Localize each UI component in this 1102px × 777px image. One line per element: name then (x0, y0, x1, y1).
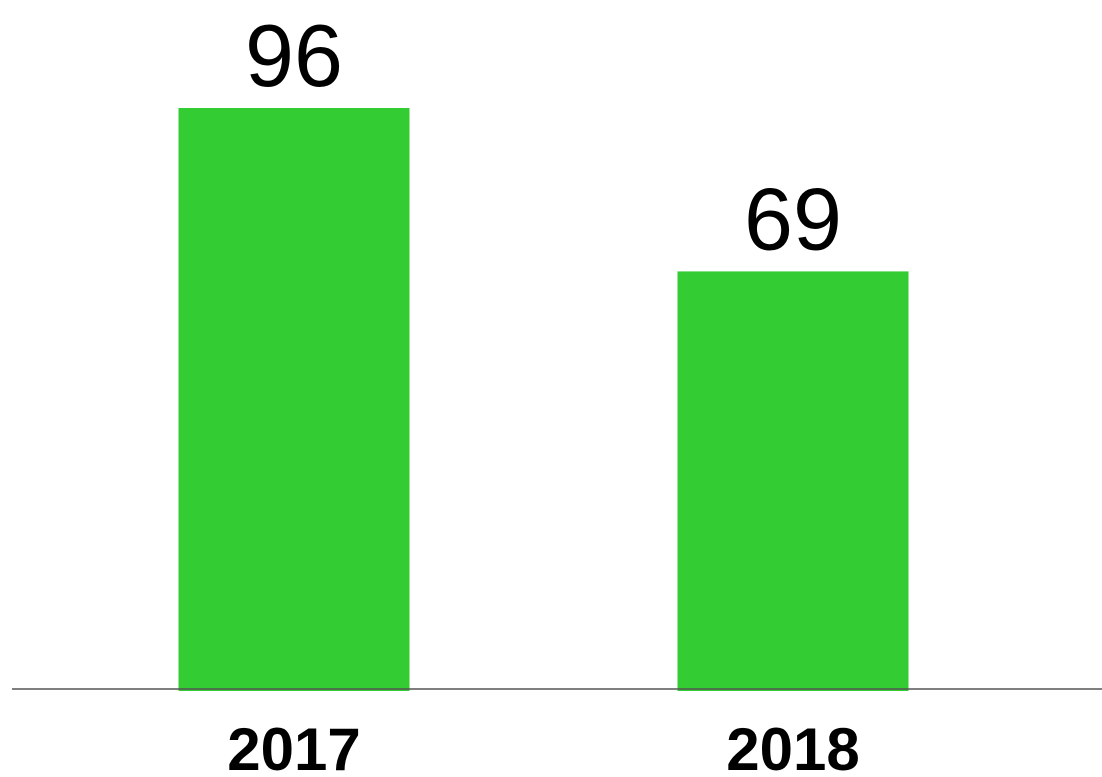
value-label-2018: 69 (744, 169, 842, 268)
x-tick-label-2018: 2018 (726, 716, 859, 777)
bars-group (178, 108, 909, 691)
bar-2017 (178, 108, 410, 691)
tick-labels-group: 2017 2018 (227, 716, 859, 777)
bar-2018 (677, 271, 909, 691)
value-labels-group: 96 69 (245, 6, 842, 268)
x-tick-label-2017: 2017 (227, 716, 360, 777)
value-label-2017: 96 (245, 6, 343, 105)
